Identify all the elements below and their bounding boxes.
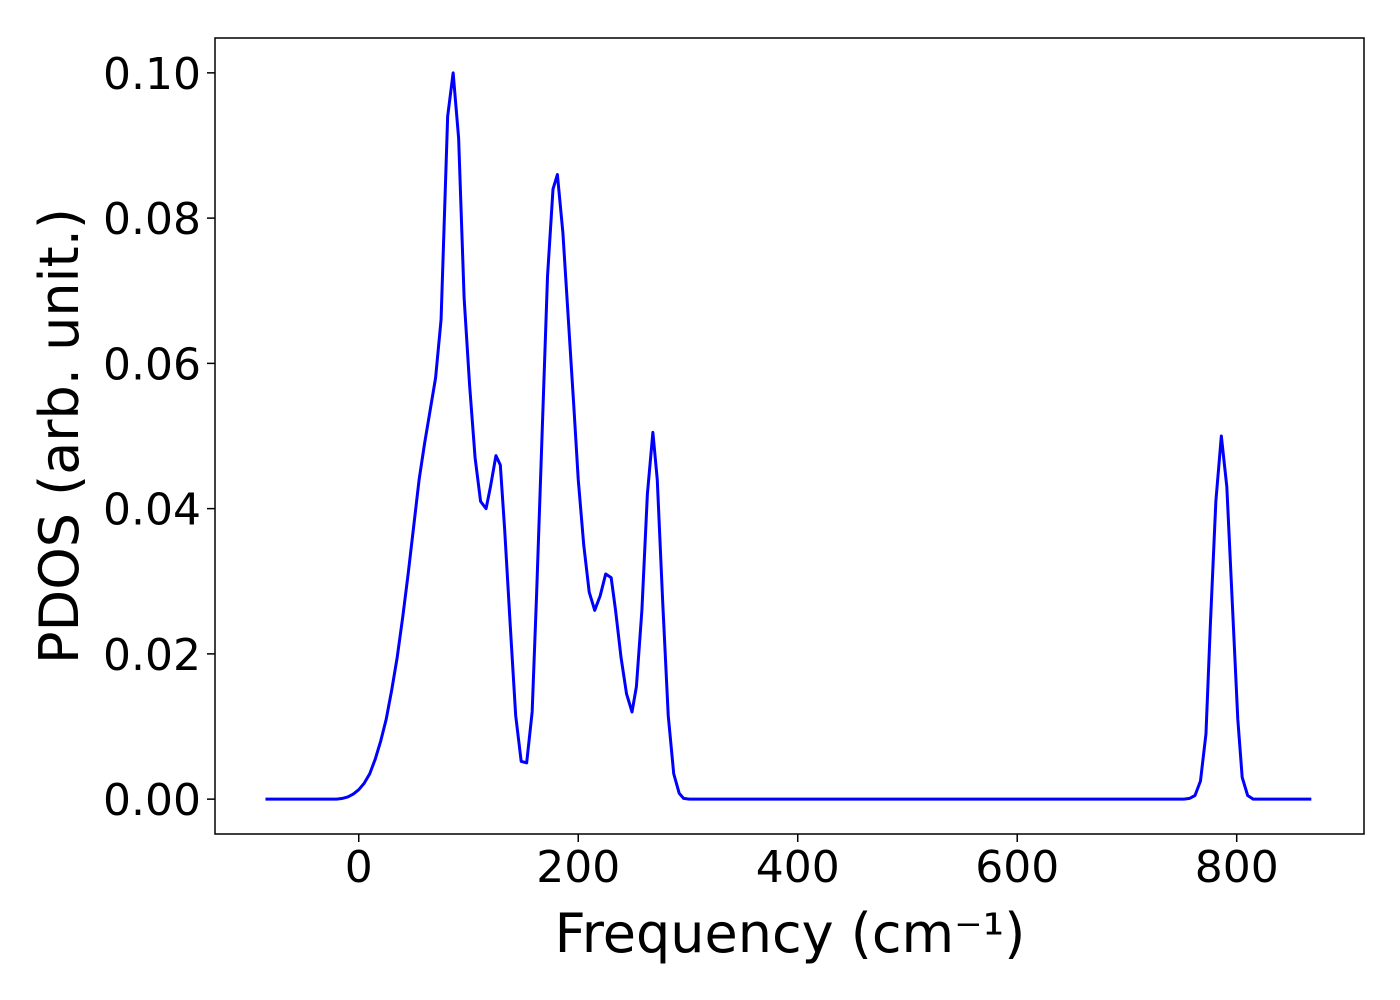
x-tick-label: 200 (536, 842, 620, 893)
x-tick-label: 800 (1195, 842, 1279, 893)
y-tick-label: 0.10 (103, 49, 201, 100)
y-axis-label: PDOS (arb. unit.) (28, 208, 91, 664)
plot-frame (214, 37, 1365, 835)
x-tick-label: 400 (756, 842, 840, 893)
y-tick-label: 0.00 (103, 775, 201, 826)
y-tick-label: 0.04 (103, 485, 201, 536)
x-tick-label: 0 (345, 842, 373, 893)
y-tick-label: 0.02 (103, 630, 201, 681)
y-tick-label: 0.08 (103, 194, 201, 245)
y-tick-label: 0.06 (103, 339, 201, 390)
x-axis-label: Frequency (cm⁻¹) (555, 902, 1026, 965)
x-tick-label: 600 (975, 842, 1059, 893)
data-line (265, 71, 1312, 801)
